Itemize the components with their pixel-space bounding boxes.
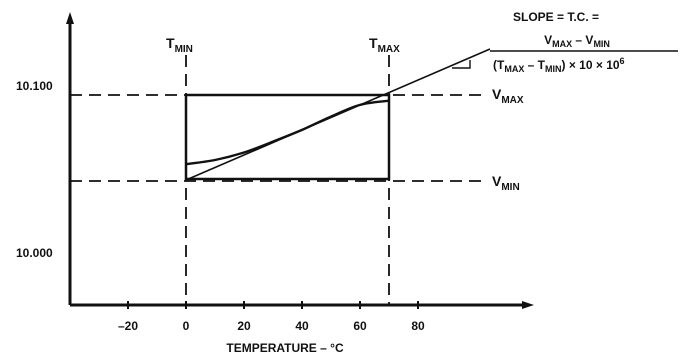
- denominator-minus: – T: [524, 58, 545, 72]
- denominator-tail: ) × 10 × 10: [562, 58, 620, 72]
- tmin-label: TMIN: [166, 35, 193, 55]
- x-tick-label: –20: [118, 319, 138, 333]
- x-tick-label: 0: [183, 319, 190, 333]
- vmax-label-base: V: [492, 86, 502, 102]
- x-tick-label: 40: [295, 319, 309, 333]
- numerator-vmin-base: V: [585, 33, 593, 47]
- denominator-tmin-sub: MIN: [545, 64, 562, 74]
- vmin-label: VMIN: [492, 173, 520, 193]
- numerator-vmax-sub: MAX: [552, 39, 572, 49]
- x-tick-label: 20: [237, 319, 251, 333]
- y-axis-arrow: [66, 12, 74, 24]
- numerator-minus: –: [572, 33, 585, 47]
- formula-title: SLOPE = T.C. =: [513, 10, 599, 24]
- vmax-label: VMAX: [492, 86, 524, 106]
- tmin-label-base: T: [166, 35, 175, 51]
- numerator-vmax-base: V: [544, 33, 552, 47]
- y-tick-label: 10.100: [16, 79, 53, 93]
- numerator-vmin-sub: MIN: [593, 39, 610, 49]
- denominator-exponent: 6: [620, 56, 625, 66]
- x-axis-arrow: [522, 301, 534, 309]
- formula-denominator: (TMAX – TMIN) × 10 × 106: [493, 56, 625, 74]
- formula-numerator: VMAX – VMIN: [544, 33, 610, 49]
- vmin-label-base: V: [492, 173, 502, 189]
- box-method-rectangle: [184, 93, 391, 181]
- x-tick-label: 60: [353, 319, 367, 333]
- slope-triangle: [452, 60, 471, 69]
- tmin-label-sub: MIN: [175, 44, 193, 55]
- x-tick-label: 80: [411, 319, 425, 333]
- output-voltage-curve: [185, 99, 390, 166]
- tmax-label: TMAX: [369, 35, 400, 55]
- vmax-label-sub: MAX: [501, 95, 524, 106]
- tmax-label-sub: MAX: [378, 44, 401, 55]
- x-axis-label: TEMPERATURE – °C: [226, 341, 344, 355]
- tmax-label-base: T: [369, 35, 378, 51]
- denominator-tmax-sub: MAX: [504, 64, 524, 74]
- denominator-open: (T: [493, 58, 505, 72]
- vmin-label-sub: MIN: [501, 182, 519, 193]
- y-tick-label: 10.000: [16, 246, 53, 260]
